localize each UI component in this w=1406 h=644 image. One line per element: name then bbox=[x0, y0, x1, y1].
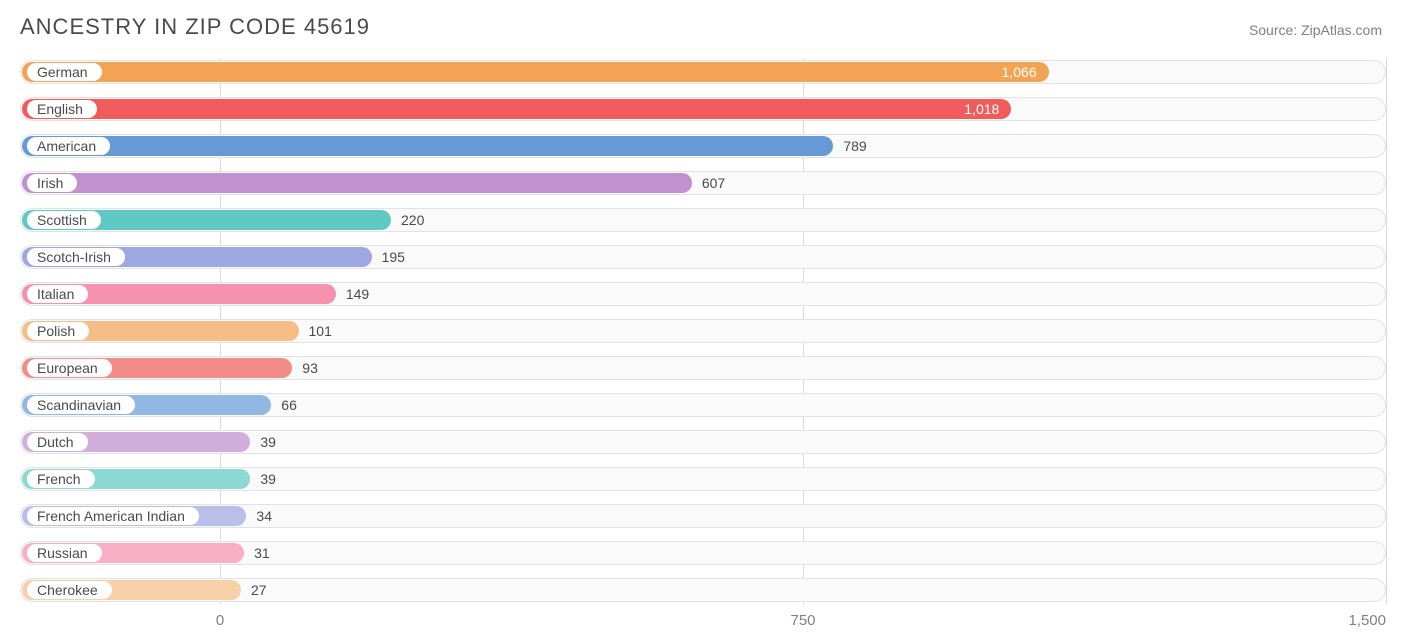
bar-value-label: 149 bbox=[346, 286, 369, 302]
bar-value-label: 607 bbox=[702, 175, 725, 191]
bar-category-label: English bbox=[27, 100, 97, 118]
bar-category-label: Polish bbox=[27, 322, 89, 340]
bar-value-label: 39 bbox=[260, 471, 276, 487]
bar-value-label: 39 bbox=[260, 434, 276, 450]
bar-value-label: 1,018 bbox=[964, 101, 999, 117]
bar-category-label: German bbox=[27, 63, 102, 81]
bar-row: Irish 607 bbox=[20, 169, 1386, 197]
bar-row: Dutch 39 bbox=[20, 428, 1386, 456]
bar-fill bbox=[22, 173, 692, 193]
bar-category-label: Scottish bbox=[27, 211, 101, 229]
bar-row: Polish 101 bbox=[20, 317, 1386, 345]
bar-row: Cherokee 27 bbox=[20, 576, 1386, 604]
bar-value-label: 1,066 bbox=[1002, 64, 1037, 80]
bar-value-label: 101 bbox=[309, 323, 332, 339]
bars-container: German 1,066 English 1,018 American 789 Irish 6… bbox=[20, 58, 1386, 604]
bar-row: French American Indian 34 bbox=[20, 502, 1386, 530]
bar-category-label: European bbox=[27, 359, 112, 377]
bar-value-label: 31 bbox=[254, 545, 270, 561]
bar-value-label: 66 bbox=[281, 397, 297, 413]
bar-category-label: American bbox=[27, 137, 110, 155]
bar-value-label: 34 bbox=[256, 508, 272, 524]
plot-area: German 1,066 English 1,018 American 789 Irish 6… bbox=[20, 58, 1386, 604]
bar-fill bbox=[22, 62, 1049, 82]
bar-category-label: Dutch bbox=[27, 433, 88, 451]
bar-row: Scotch-Irish 195 bbox=[20, 243, 1386, 271]
gridline bbox=[1386, 58, 1387, 604]
axis-tick-label: 1,500 bbox=[1348, 612, 1386, 629]
bar-category-label: French bbox=[27, 470, 95, 488]
bar-value-label: 789 bbox=[843, 138, 866, 154]
x-axis-labels: 0 750 1,500 bbox=[20, 612, 1386, 632]
bar-value-label: 93 bbox=[302, 360, 318, 376]
bar-category-label: Italian bbox=[27, 285, 88, 303]
bar-value-label: 220 bbox=[401, 212, 424, 228]
bar-category-label: Cherokee bbox=[27, 581, 112, 599]
bar-row: Scottish 220 bbox=[20, 206, 1386, 234]
bar-category-label: French American Indian bbox=[27, 507, 199, 525]
axis-tick-label: 0 bbox=[216, 612, 224, 629]
bar-row: Scandinavian 66 bbox=[20, 391, 1386, 419]
bar-row: French 39 bbox=[20, 465, 1386, 493]
bar-row: European 93 bbox=[20, 354, 1386, 382]
bar-row: Russian 31 bbox=[20, 539, 1386, 567]
bar-category-label: Irish bbox=[27, 174, 77, 192]
bar-category-label: Scandinavian bbox=[27, 396, 135, 414]
bar-row: English 1,018 bbox=[20, 95, 1386, 123]
bar-fill bbox=[22, 99, 1011, 119]
bar-row: American 789 bbox=[20, 132, 1386, 160]
chart-title: ANCESTRY IN ZIP CODE 45619 bbox=[20, 14, 370, 40]
axis-tick-label: 750 bbox=[790, 612, 815, 629]
bar-value-label: 195 bbox=[382, 249, 405, 265]
bar-fill bbox=[22, 136, 833, 156]
bar-row: German 1,066 bbox=[20, 58, 1386, 86]
bar-row: Italian 149 bbox=[20, 280, 1386, 308]
bar-category-label: Scotch-Irish bbox=[27, 248, 125, 266]
bar-value-label: 27 bbox=[251, 582, 267, 598]
source-attribution: Source: ZipAtlas.com bbox=[1249, 22, 1382, 38]
bar-category-label: Russian bbox=[27, 544, 102, 562]
